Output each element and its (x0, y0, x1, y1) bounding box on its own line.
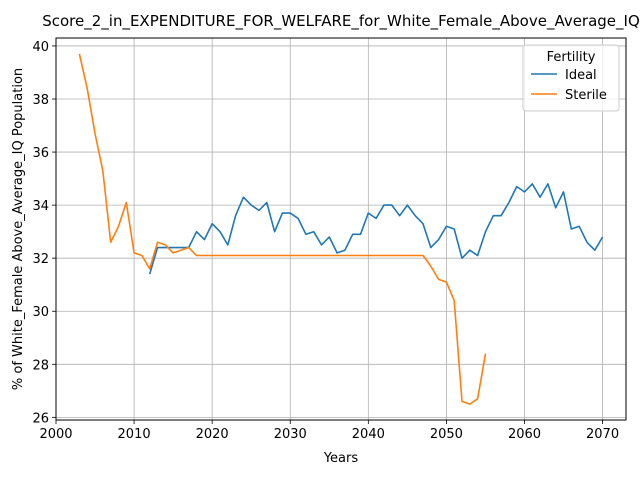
plot-area-frame (55, 37, 627, 421)
y-tick-label: 32 (32, 252, 49, 267)
series-line-sterile (78, 53, 487, 405)
x-axis-title: Years (323, 451, 359, 466)
x-tick-label: 2040 (352, 427, 385, 442)
x-tick-label: 2030 (274, 427, 307, 442)
y-tick-label: 28 (32, 358, 49, 373)
legend-entries: Ideal Sterile (531, 68, 607, 103)
y-tick-label: 30 (32, 305, 49, 320)
chart-title: Score_2_in_EXPENDITURE_FOR_WELFARE_for_W… (42, 12, 640, 31)
x-tick-label: 2010 (118, 427, 151, 442)
series-lines (78, 53, 604, 405)
x-tick-label: 2060 (508, 427, 541, 442)
legend: Fertility Ideal Sterile (522, 44, 620, 112)
legend-label-ideal: Ideal (565, 68, 597, 83)
y-tick-label: 40 (32, 40, 49, 55)
y-tick-label: 38 (32, 93, 49, 108)
x-tick-label: 2050 (430, 427, 463, 442)
axis-ticks: 2000 2010 2020 2030 2040 2050 2060 2070 26 28 30 32… (32, 40, 619, 442)
series-line-ideal (148, 183, 604, 275)
y-tick-label: 36 (32, 146, 49, 161)
x-tick-label: 2070 (586, 427, 619, 442)
legend-title: Fertility (547, 50, 596, 65)
x-tick-label: 2020 (196, 427, 229, 442)
y-axis-title: % of White_Female Above_Average_IQ Popul… (11, 68, 26, 390)
y-tick-label: 34 (32, 199, 49, 214)
y-tick-label: 26 (32, 411, 49, 426)
x-tick-label: 2000 (39, 427, 72, 442)
legend-label-sterile: Sterile (565, 88, 607, 103)
